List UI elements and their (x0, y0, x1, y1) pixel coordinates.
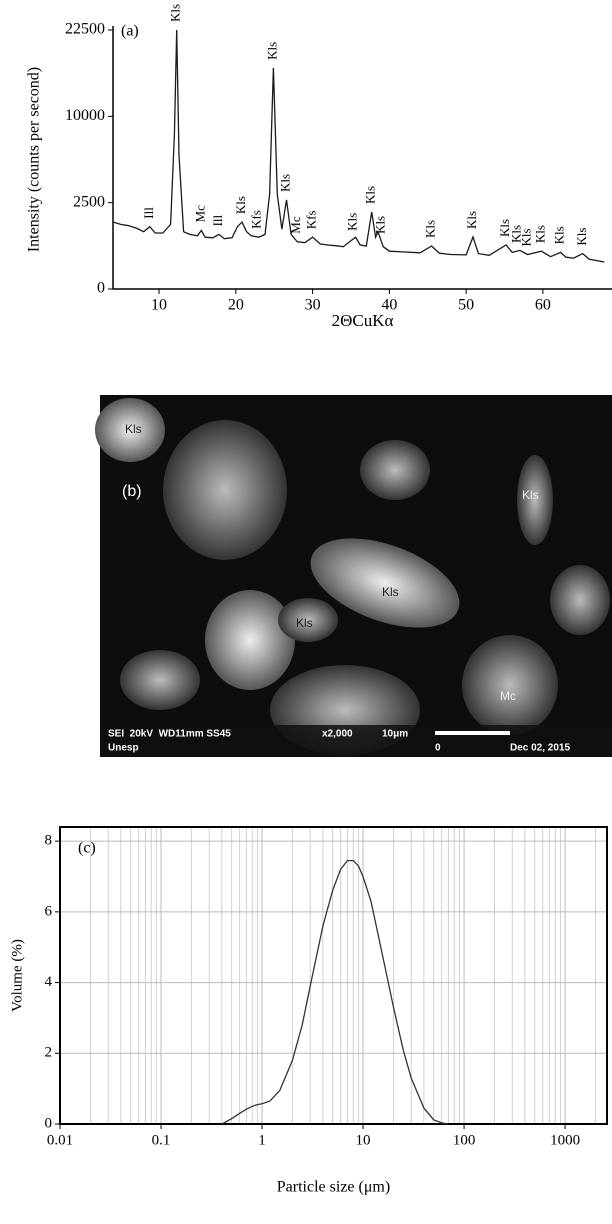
peak-label: Kls (574, 228, 589, 246)
peak-label: Mc (192, 205, 207, 223)
x-tick-label: 0.01 (47, 1132, 73, 1148)
sem-image: (b) Kls Kls Kls Kls Mc SEI 20kV WD11mm S… (95, 395, 612, 757)
peak-label: Kls (233, 196, 248, 214)
sem-info: SEI 20kV WD11mm SS45 (108, 729, 231, 740)
y-tick-label: 2 (45, 1045, 53, 1061)
peak-label: Kls (363, 186, 378, 204)
x-tick-label: 1000 (550, 1132, 580, 1148)
sem-info: Unesp (108, 743, 139, 754)
x-tick-label: 30 (305, 297, 321, 314)
peak-label: Ill (141, 207, 156, 219)
peak-label: Kls (532, 225, 547, 243)
mineral-label: Kls (125, 422, 142, 436)
y-tick-label: 22500 (65, 21, 105, 38)
mineral-label: Kls (522, 488, 539, 502)
y-axis-title: Intensity (counts per second) (26, 67, 43, 252)
x-axis-title: 2ΘCuKα (332, 311, 394, 330)
peak-label: Kls (344, 213, 359, 231)
sem-info: Dec 02, 2015 (510, 743, 570, 754)
peak-label: Kls (519, 228, 534, 246)
peak-label: Kls (168, 4, 183, 22)
y-tick-label: 2500 (73, 193, 105, 210)
panel-label: (c) (78, 840, 96, 857)
x-tick-label: 100 (453, 1132, 476, 1148)
y-tick-label: 0 (45, 1115, 53, 1131)
data-line (222, 861, 449, 1124)
figure: (b) Kls Kls Kls Kls Mc SEI 20kV WD11mm S… (0, 0, 612, 1219)
y-axis-title: Volume (%) (9, 939, 25, 1012)
x-tick-label: 20 (228, 297, 244, 314)
x-tick-label: 1 (258, 1132, 266, 1148)
peak-label: Mc (288, 216, 303, 234)
panel-label: (a) (121, 23, 139, 40)
sem-info: x2,000 (322, 729, 353, 740)
x-tick-label: 50 (458, 297, 474, 314)
mineral-label: Kls (296, 616, 313, 630)
particle (462, 635, 558, 735)
peak-label: Kls (264, 42, 279, 60)
peak-label: Kfs (304, 210, 319, 229)
sem-info: 10μm (382, 729, 408, 740)
sem-info: 0 (435, 743, 441, 754)
x-tick-label: 10 (151, 297, 167, 314)
y-tick-label: 6 (45, 903, 53, 919)
mineral-label: Mc (500, 689, 516, 703)
peak-label: Ill (210, 214, 225, 226)
peak-label: Kls (277, 174, 292, 192)
panel-label: (b) (122, 483, 142, 500)
particle (120, 650, 200, 710)
peak-label: Kls (552, 226, 567, 244)
particle (163, 420, 287, 560)
peak-label: Kls (423, 220, 438, 238)
y-tick-label: 8 (45, 833, 53, 849)
y-tick-label: 4 (45, 974, 53, 990)
y-tick-label: 10000 (65, 107, 105, 124)
x-tick-label: 10 (356, 1132, 371, 1148)
x-tick-label: 60 (535, 297, 551, 314)
peak-label: Kls (373, 216, 388, 234)
y-tick-label: 0 (97, 280, 105, 297)
peak-label: Kls (464, 211, 479, 229)
particle (550, 565, 610, 635)
particle (205, 590, 295, 690)
peak-label: Kfs (248, 210, 263, 229)
x-tick-label: 0.1 (152, 1132, 171, 1148)
x-axis-title: Particle size (μm) (277, 1179, 390, 1196)
mineral-label: Kls (382, 585, 399, 599)
page: (b) Kls Kls Kls Kls Mc SEI 20kV WD11mm S… (0, 0, 612, 1219)
particle (360, 440, 430, 500)
